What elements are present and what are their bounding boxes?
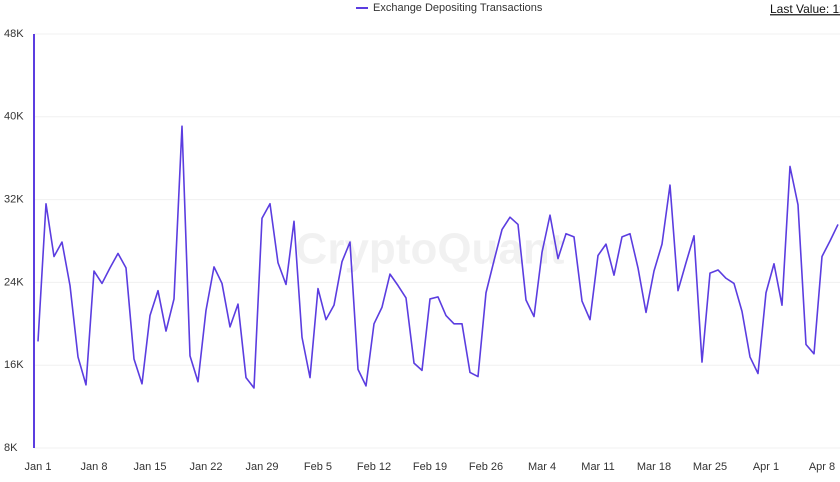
x-tick-label: Mar 11: [581, 461, 614, 473]
x-tick-label: Jan 1: [25, 461, 52, 473]
watermark: CryptoQuant: [296, 225, 565, 274]
legend-label[interactable]: Exchange Depositing Transactions: [373, 2, 543, 14]
data-line: [37, 125, 839, 389]
y-tick-label: 16K: [4, 359, 24, 371]
x-tick-label: Mar 18: [637, 461, 671, 473]
x-tick-label: Jan 29: [245, 461, 278, 473]
x-tick-label: Feb 12: [357, 461, 391, 473]
y-tick-label: 32K: [4, 194, 24, 206]
x-tick-label: Jan 15: [133, 461, 166, 473]
y-tick-label: 40K: [4, 111, 24, 123]
x-tick-label: Jan 8: [81, 461, 108, 473]
x-tick-label: Mar 25: [693, 461, 727, 473]
y-tick-label: 8K: [4, 442, 18, 454]
last-value: Last Value: 12: [770, 2, 840, 16]
x-tick-label: Feb 5: [304, 461, 332, 473]
x-tick-label: Apr 8: [809, 461, 835, 473]
x-tick-label: Jan 22: [189, 461, 222, 473]
x-tick-label: Feb 26: [469, 461, 503, 473]
y-tick-label: 48K: [4, 28, 24, 40]
x-tick-label: Mar 4: [528, 461, 556, 473]
x-tick-label: Feb 19: [413, 461, 447, 473]
x-tick-label: Apr 1: [753, 461, 779, 473]
y-tick-label: 24K: [4, 276, 24, 288]
